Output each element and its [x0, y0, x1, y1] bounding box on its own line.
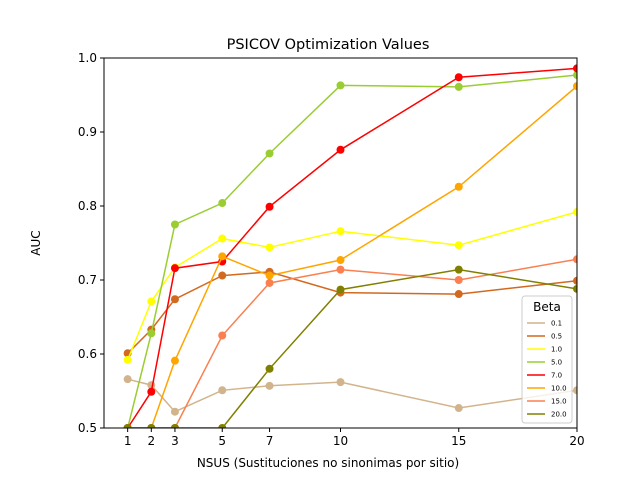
legend-label: 7.0 [551, 372, 562, 380]
series-line [127, 378, 577, 413]
y-axis-label: AUC [29, 230, 43, 255]
data-point [170, 220, 179, 229]
y-tick-label: 0.8 [78, 199, 97, 213]
series-line [126, 74, 577, 428]
data-point [454, 290, 463, 299]
series-1.0 [123, 207, 577, 364]
legend-label: 5.0 [551, 359, 562, 367]
data-point [218, 199, 227, 208]
series-line [127, 271, 577, 354]
legend-label: 0.1 [551, 320, 562, 328]
series-line [127, 67, 577, 428]
data-point [170, 295, 179, 304]
series-layer [123, 64, 577, 428]
data-point [147, 387, 156, 396]
legend-label: 20.0 [551, 411, 567, 419]
data-point [573, 207, 577, 216]
data-point [336, 256, 345, 265]
data-point [265, 271, 274, 280]
data-point [170, 356, 179, 365]
data-point [454, 265, 463, 274]
data-point [265, 364, 274, 373]
data-point [454, 82, 463, 91]
data-point [218, 271, 227, 280]
series-line [127, 85, 577, 428]
y-tick-label: 0.7 [78, 273, 97, 287]
data-point [454, 241, 463, 250]
y-tick-label: 0.5 [78, 421, 97, 435]
data-point [265, 243, 274, 252]
y-tick-label: 1.0 [78, 51, 97, 65]
data-point [573, 284, 577, 293]
legend-frame [521, 295, 573, 424]
data-point [218, 234, 227, 243]
data-point [336, 378, 345, 387]
legend-title: Beta [533, 300, 561, 314]
data-point [147, 297, 156, 306]
x-tick-label: 15 [451, 434, 466, 448]
data-point [123, 424, 132, 428]
data-point [265, 381, 274, 390]
data-point [170, 424, 179, 428]
data-point [336, 265, 345, 274]
data-point [454, 276, 463, 284]
legend: Beta 0.1 0.5 1.0 5.0 7.0 10.0 15.0 20.0 [521, 295, 573, 424]
series-15.0 [123, 255, 577, 428]
series-0.5 [123, 267, 577, 358]
data-point [573, 255, 577, 264]
data-point [454, 182, 463, 191]
data-point [265, 278, 274, 287]
plot-frame [103, 57, 578, 429]
series-line [127, 268, 577, 428]
legend-label: 1.0 [551, 346, 562, 354]
x-tick-label: 7 [266, 434, 274, 448]
data-point [265, 202, 274, 211]
series-0.1 [123, 375, 577, 416]
data-point [454, 73, 463, 82]
data-point [218, 331, 227, 340]
legend-label: 10.0 [551, 385, 567, 393]
data-point [573, 64, 577, 73]
data-point [218, 252, 227, 261]
data-point [170, 407, 179, 416]
legend-label: 15.0 [551, 398, 567, 406]
x-tick-label: 10 [333, 434, 348, 448]
series-20.0 [123, 265, 577, 428]
data-point [336, 81, 345, 90]
data-point [147, 329, 156, 338]
y-tick-label: 0.6 [78, 347, 97, 361]
data-point [123, 375, 132, 384]
data-point [573, 82, 577, 91]
x-tick-label: 2 [147, 434, 155, 448]
x-tick-label: 1 [124, 434, 132, 448]
data-point [218, 386, 227, 395]
x-tick-label: 5 [218, 434, 226, 448]
tick-layer: 1 2 3 5 7 10 15 20 0.5 0.6 0.7 0.8 0.9 1.0 [78, 51, 585, 448]
x-tick-label: 3 [171, 434, 179, 448]
data-point [573, 71, 577, 80]
chart-title: PSICOV Optimization Values [227, 37, 430, 53]
series-line [127, 258, 577, 428]
series-line [127, 211, 577, 361]
data-point [170, 264, 179, 273]
x-axis-label: NSUS (Sustituciones no sinonimas por sit… [197, 456, 459, 470]
data-point [336, 145, 345, 154]
data-point [218, 424, 227, 428]
x-tick-label: 20 [569, 434, 584, 448]
series-5.0 [123, 71, 577, 428]
data-point [573, 386, 577, 395]
data-point [573, 276, 577, 285]
data-point [147, 424, 156, 428]
data-point [454, 404, 463, 413]
y-tick-label: 0.9 [78, 125, 97, 139]
data-point [265, 149, 274, 158]
data-point [336, 285, 345, 294]
series-7.0 [123, 64, 577, 428]
data-point [123, 355, 132, 364]
legend-label: 0.5 [551, 333, 562, 341]
data-point [336, 227, 345, 236]
